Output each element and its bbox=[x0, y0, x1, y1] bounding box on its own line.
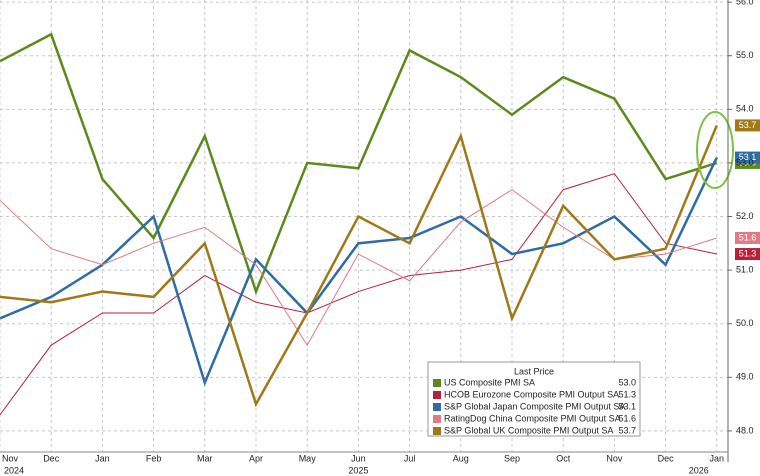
value-tag bbox=[735, 231, 760, 244]
value-tag-label: 51.6 bbox=[739, 232, 757, 242]
value-tag bbox=[735, 151, 760, 164]
legend-title: Last Price bbox=[514, 366, 554, 376]
series-line bbox=[0, 157, 718, 387]
legend-label: RatingDog China Composite PMI Output SA bbox=[444, 413, 621, 423]
x-tick-label: Dec bbox=[658, 453, 675, 463]
y-tick-label: 56.0 bbox=[736, 0, 754, 7]
series-line bbox=[0, 32, 718, 296]
y-tick-label: 53.0 bbox=[736, 157, 754, 167]
x-tick-label: May bbox=[299, 453, 317, 463]
x-tick-label: Nov bbox=[606, 453, 623, 463]
y-tick-label: 50.0 bbox=[736, 318, 754, 328]
x-tick-label: Jul bbox=[404, 453, 416, 463]
legend-value: 53.7 bbox=[618, 425, 636, 435]
legend-swatch bbox=[433, 391, 441, 399]
legend-label: US Composite PMI SA bbox=[444, 377, 535, 387]
x-tick-label: Mar bbox=[197, 453, 213, 463]
legend: Last Price US Composite PMI SA 53.0 HCOB E… bbox=[427, 361, 641, 437]
value-tag bbox=[735, 119, 760, 132]
legend-swatch bbox=[433, 427, 441, 435]
y-tick-label: 48.0 bbox=[736, 425, 754, 435]
legend-value: 51.3 bbox=[618, 389, 636, 399]
legend-label: S&P Global Japan Composite PMI Output SA bbox=[444, 401, 625, 411]
legend-value: 53.0 bbox=[618, 377, 636, 387]
x-year-label: 2026 bbox=[689, 465, 709, 475]
x-tick-label: Dec bbox=[43, 453, 60, 463]
x-tick-label: Apr bbox=[249, 453, 263, 463]
value-tag-label: 53.7 bbox=[739, 120, 757, 130]
legend-box bbox=[427, 361, 641, 437]
x-tick-label: Oct bbox=[556, 453, 571, 463]
value-tag-label: 51.3 bbox=[739, 248, 757, 258]
x-year-label: 2024 bbox=[4, 465, 24, 475]
x-tick-label: Sep bbox=[504, 453, 520, 463]
x-tick-label: Nov bbox=[2, 453, 19, 463]
y-tick-label: 55.0 bbox=[736, 50, 754, 60]
series-line bbox=[0, 124, 718, 408]
legend-swatch bbox=[433, 415, 441, 423]
series-line bbox=[0, 189, 717, 347]
x-tick-label: Jan bbox=[95, 453, 110, 463]
value-tag bbox=[735, 248, 760, 261]
legend-swatch bbox=[433, 403, 441, 411]
legend-value: 51.6 bbox=[618, 413, 636, 423]
legend-label: HCOB Eurozone Composite PMI Output SA bbox=[444, 389, 619, 399]
y-tick-label: 51.0 bbox=[736, 265, 754, 275]
x-tick-label: Aug bbox=[453, 453, 469, 463]
x-year-label: 2025 bbox=[348, 465, 368, 475]
lines bbox=[0, 32, 718, 416]
value-tag-label: 53.1 bbox=[739, 152, 757, 162]
y-tick-label: 52.0 bbox=[736, 211, 754, 221]
y-tick-label: 49.0 bbox=[736, 372, 754, 382]
highlight-ellipse bbox=[696, 111, 734, 189]
y-tick-label: 54.0 bbox=[736, 104, 754, 114]
x-tick-label: Jun bbox=[351, 453, 366, 463]
legend-value: 53.1 bbox=[618, 401, 636, 411]
x-tick-label: Jan bbox=[710, 453, 725, 463]
legend-label: S&P Global UK Composite PMI Output SA bbox=[444, 425, 613, 435]
x-tick-label: Feb bbox=[146, 453, 162, 463]
series-line bbox=[0, 173, 717, 416]
last-value-tags: 53.0 51.3 53.1 51.6 53.7 bbox=[735, 119, 760, 261]
legend-swatch bbox=[433, 379, 441, 387]
